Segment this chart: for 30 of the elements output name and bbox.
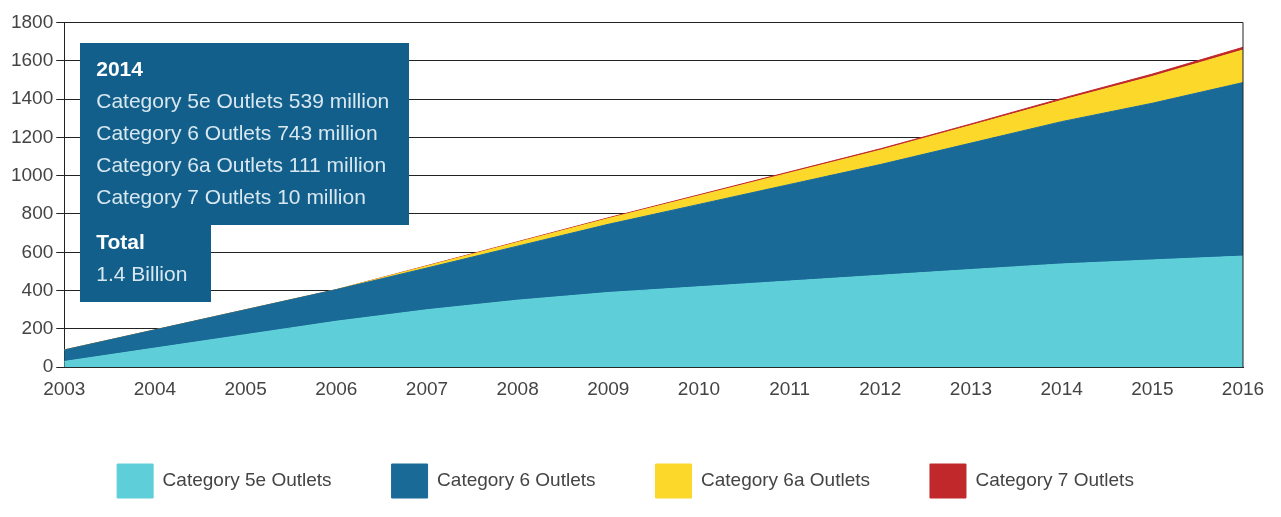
annotation: 2014 Category 5e Outlets 539 million Category 6 Outlets 743 million Category 6a Outlets 111 million Category 7 Outlets 10 million [96,56,390,211]
y-tick-label: 400 [21,278,54,300]
legend-label: Category 6 Outlets [437,469,596,491]
y-tick-label: 1400 [10,87,54,109]
x-tick-label: 2003 [43,377,86,399]
x-tick-label: 2015 [1131,377,1174,399]
x-tick-label: 2011 [769,377,811,399]
y-tick-label: 1200 [10,125,54,147]
legend-label: Category 7 Outlets [975,469,1134,491]
y-tick-label: 600 [21,240,54,262]
y-tick-label: 200 [21,317,54,339]
x-tick-label: 2012 [859,377,902,399]
x-tick-label: 2008 [496,377,539,399]
y-tick-label: 1000 [10,163,54,185]
legend-label: Category 5e Outlets [162,469,332,491]
x-tick-label: 2006 [315,377,358,399]
annotation: Total 1.4 Billion [96,228,189,287]
y-tick-label: 800 [21,202,54,224]
y-tick-label: 1600 [10,48,54,70]
x-tick-label: 2013 [949,377,993,399]
x-tick-label: 2005 [224,377,267,399]
x-tick-label: 2016 [1221,377,1265,399]
x-tick-label: 2004 [133,377,177,399]
x-tick-label: 2014 [1040,377,1084,399]
x-tick-label: 2007 [405,377,449,399]
x-tick-label: 2010 [677,377,721,399]
legend-label: Category 6a Outlets [701,469,870,491]
x-tick-label: 2009 [587,377,630,399]
y-tick-label: 0 [42,355,54,377]
y-tick-label: 1800 [10,10,54,32]
